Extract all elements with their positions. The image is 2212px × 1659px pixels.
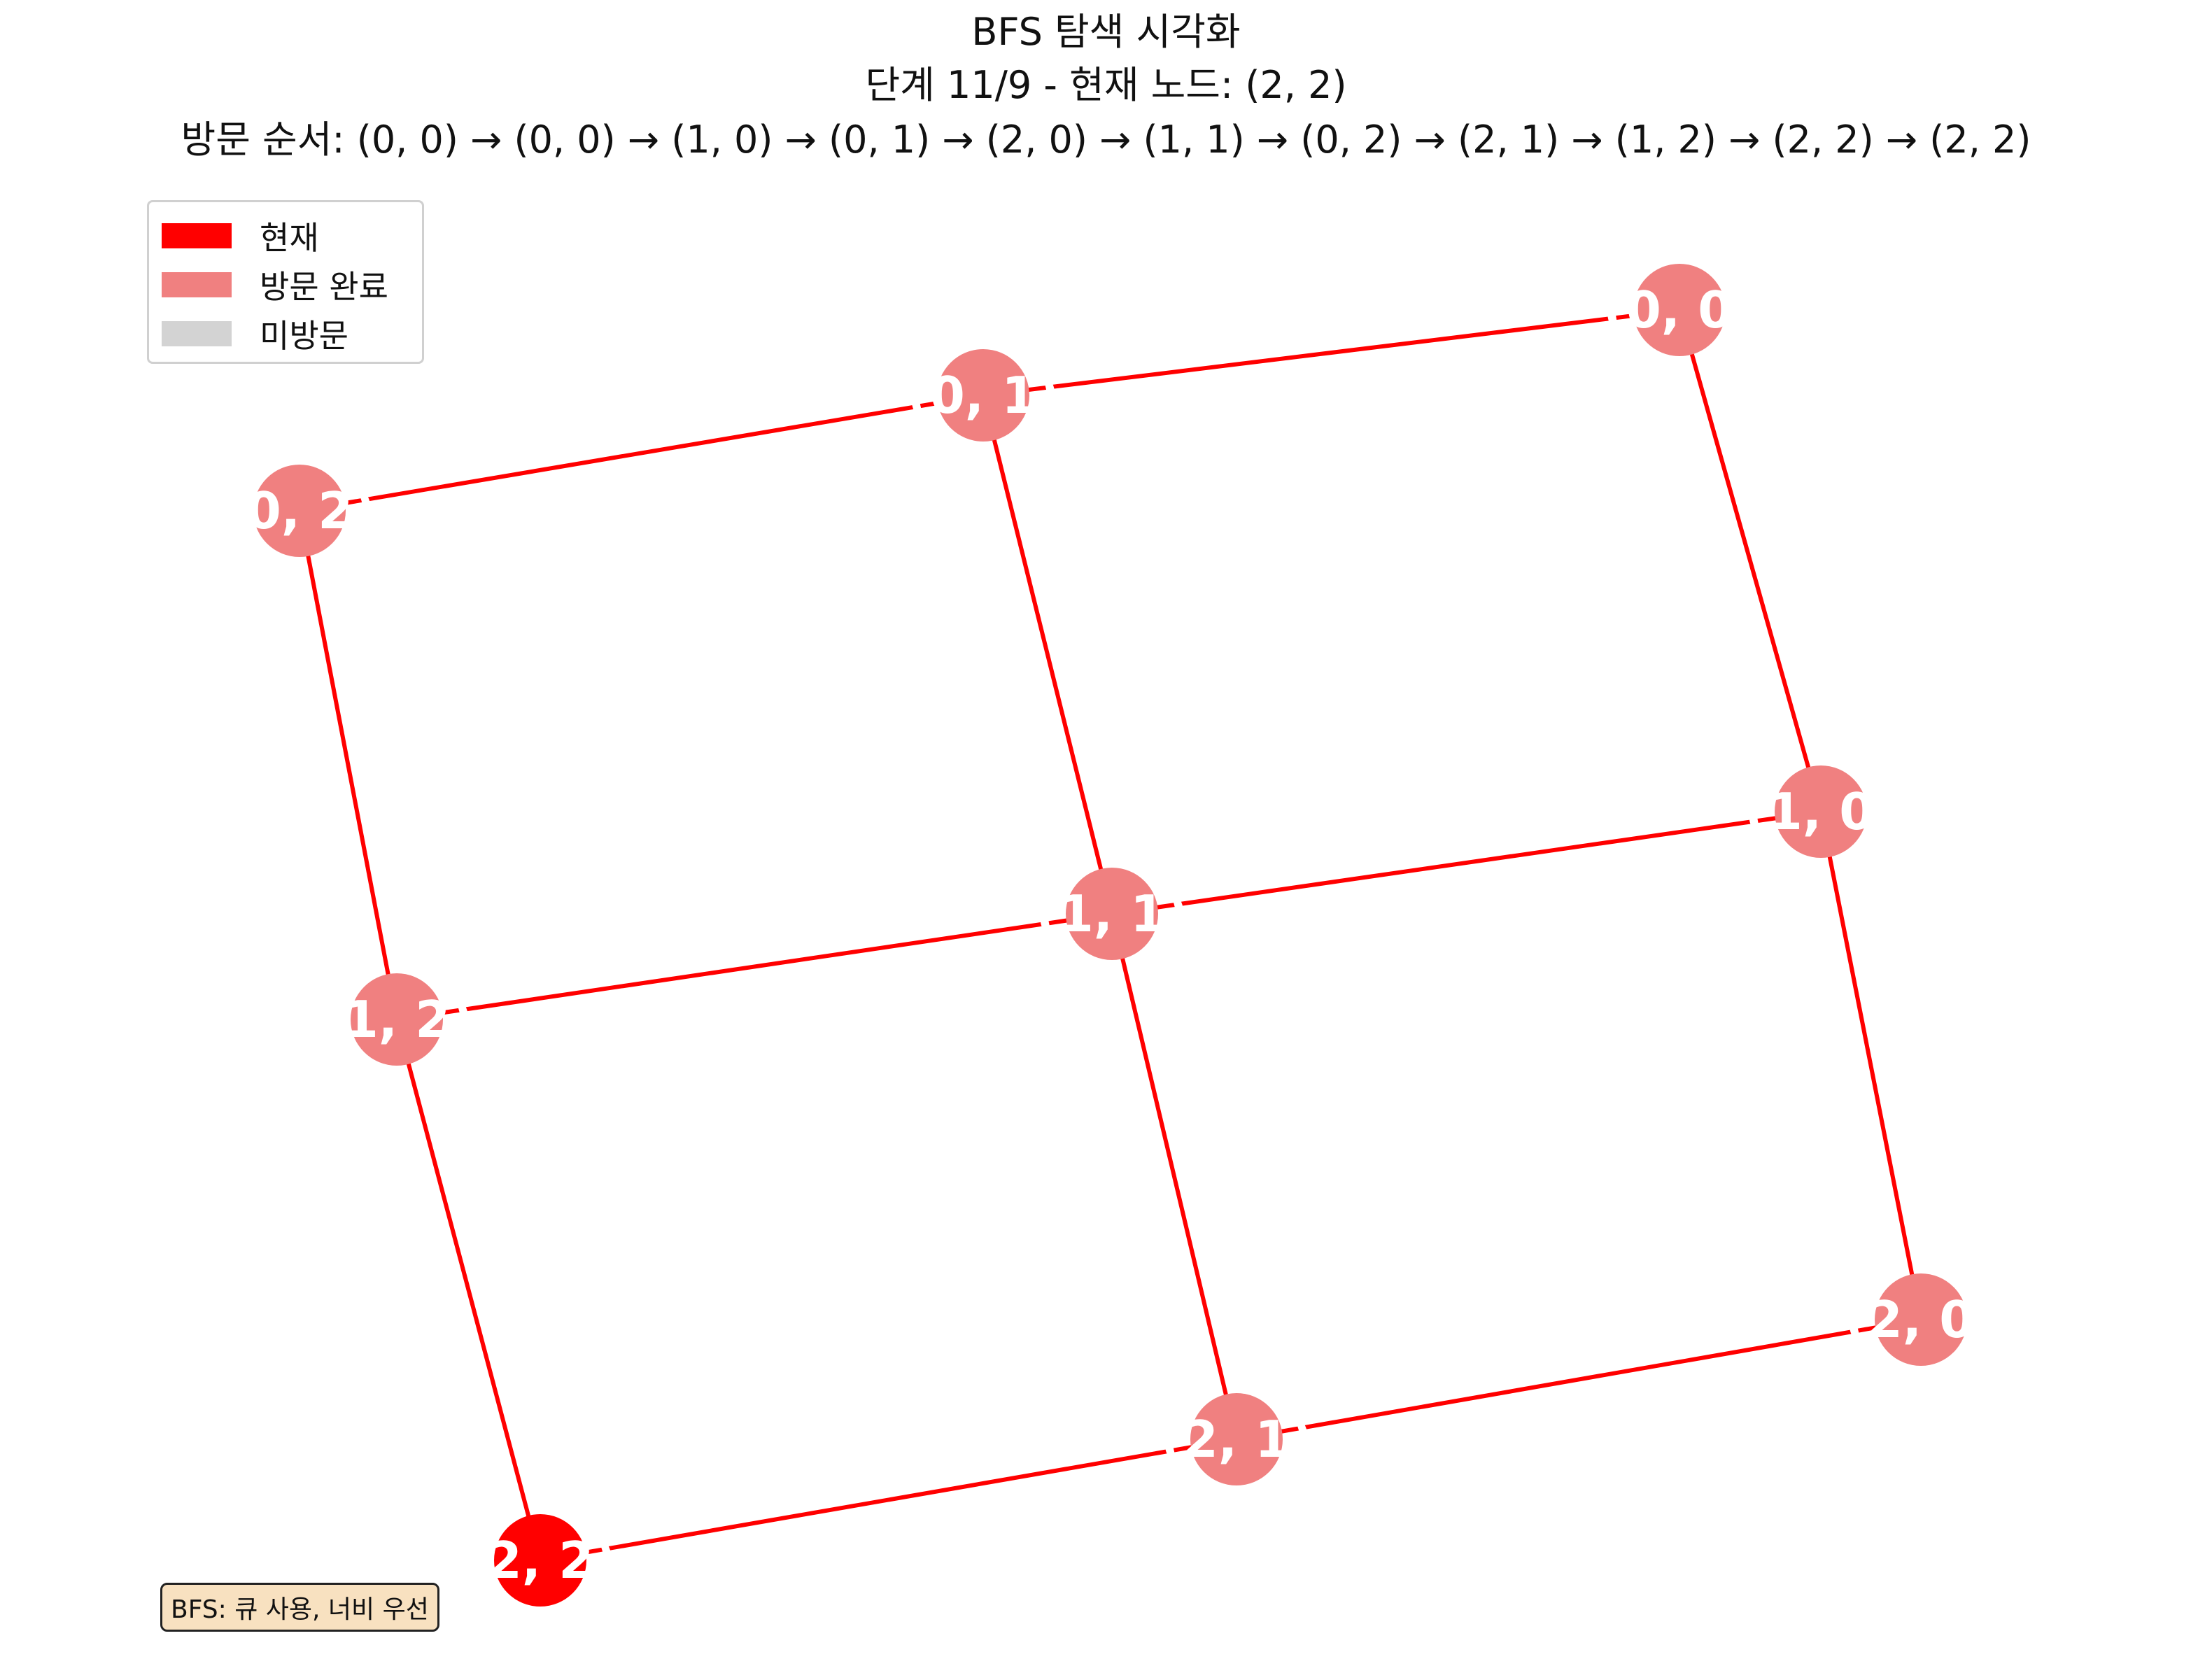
legend-label: 미방문 (260, 317, 348, 355)
legend-label: 방문 완료 (260, 268, 388, 306)
node-1-2: (1, 2) (320, 973, 473, 1066)
edge-0-1-to-1-1 (981, 395, 1114, 915)
node-circle (351, 973, 443, 1066)
legend: 현재 방문 완료 미방문 (147, 200, 424, 364)
node-layer: (0, 0) (0, 1) (0, 2) (1, 0) (1, 1) (1, 2) (2, … (223, 264, 1997, 1607)
node-label: (2, 0) (1845, 1290, 1997, 1349)
edge-1-1-to-2-1 (1110, 913, 1239, 1440)
node-2-0: (2, 0) (1845, 1273, 1997, 1366)
node-0-0: (0, 0) (1603, 264, 1756, 356)
node-circle (1066, 868, 1158, 960)
node-circle (494, 1514, 586, 1607)
node-label: (2, 2) (464, 1531, 617, 1590)
node-label: (0, 2) (223, 481, 376, 540)
step-status: 단계 11/9 - 현재 노드: (2, 2) (865, 63, 1347, 107)
node-label: (1, 1) (1036, 884, 1188, 943)
node-1-0: (1, 0) (1745, 765, 1897, 858)
node-2-1: (2, 1) (1160, 1393, 1313, 1485)
node-label: (1, 0) (1745, 782, 1897, 841)
edge-1-0-to-1-1 (1111, 810, 1822, 916)
legend-swatch (162, 223, 232, 248)
legend-item-visited: 방문 완료 (162, 264, 388, 306)
edge-1-2-to-2-2 (395, 1019, 542, 1561)
edge-2-0-to-2-1 (1236, 1318, 1922, 1441)
legend-swatch (162, 272, 232, 297)
node-label: (0, 0) (1603, 281, 1756, 339)
legend-swatch (162, 321, 232, 346)
node-circle (1190, 1393, 1283, 1485)
edge-2-1-to-2-2 (540, 1437, 1237, 1562)
legend-item-unvisited: 미방문 (162, 313, 348, 355)
node-circle (1875, 1273, 1967, 1366)
node-label: (2, 1) (1160, 1410, 1313, 1469)
edge-0-0-to-0-1 (982, 308, 1680, 397)
legend-label: 현재 (260, 219, 319, 257)
node-2-2: (2, 2) (464, 1514, 617, 1607)
node-0-1: (0, 1) (907, 349, 1059, 442)
edge-0-1-to-0-2 (299, 393, 984, 513)
node-label: (0, 1) (907, 366, 1059, 425)
visit-order: 방문 순서: (0, 0) → (0, 0) → (1, 0) → (0, 1)… (181, 118, 2031, 162)
chart-title: BFS 탐색 시각화 (971, 10, 1241, 54)
node-0-2: (0, 2) (223, 465, 376, 557)
node-circle (1775, 765, 1867, 858)
node-circle (253, 465, 346, 557)
node-1-1: (1, 1) (1036, 868, 1188, 960)
info-note: BFS: 큐 사용, 너비 우선 (160, 1583, 439, 1632)
legend-item-current: 현재 (162, 215, 319, 257)
node-circle (1633, 264, 1726, 356)
edge-1-1-to-1-2 (396, 912, 1113, 1022)
node-label: (1, 2) (320, 990, 473, 1049)
edge-0-2-to-1-2 (297, 510, 399, 1020)
edge-1-0-to-2-0 (1819, 811, 1923, 1320)
edge-layer (297, 308, 1923, 1562)
edge-0-0-to-1-0 (1677, 309, 1823, 812)
node-circle (937, 349, 1029, 442)
